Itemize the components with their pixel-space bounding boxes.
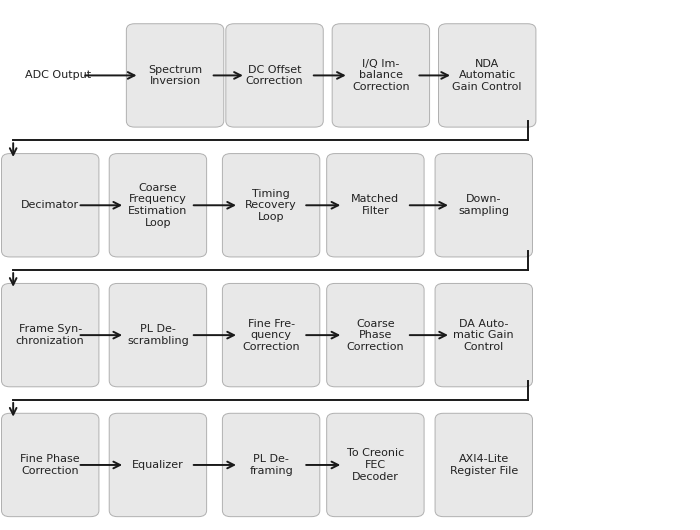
Text: Spectrum
Inversion: Spectrum Inversion bbox=[148, 65, 202, 86]
Text: Frame Syn-
chronization: Frame Syn- chronization bbox=[16, 324, 85, 346]
FancyBboxPatch shape bbox=[1, 154, 99, 257]
Text: Fine Fre-
quency
Correction: Fine Fre- quency Correction bbox=[242, 319, 300, 352]
Text: ADC Output: ADC Output bbox=[25, 70, 92, 81]
Text: Coarse
Frequency
Estimation
Loop: Coarse Frequency Estimation Loop bbox=[128, 183, 188, 228]
FancyBboxPatch shape bbox=[109, 284, 206, 387]
FancyBboxPatch shape bbox=[223, 413, 320, 517]
FancyBboxPatch shape bbox=[223, 154, 320, 257]
FancyBboxPatch shape bbox=[327, 284, 424, 387]
FancyBboxPatch shape bbox=[435, 284, 533, 387]
FancyBboxPatch shape bbox=[1, 284, 99, 387]
FancyBboxPatch shape bbox=[109, 413, 206, 517]
FancyBboxPatch shape bbox=[435, 154, 533, 257]
Text: To Creonic
FEC
Decoder: To Creonic FEC Decoder bbox=[346, 448, 404, 482]
Text: Equalizer: Equalizer bbox=[132, 460, 184, 470]
FancyBboxPatch shape bbox=[332, 24, 430, 127]
Text: PL De-
scrambling: PL De- scrambling bbox=[127, 324, 189, 346]
FancyBboxPatch shape bbox=[127, 24, 224, 127]
Text: Matched
Filter: Matched Filter bbox=[351, 195, 400, 216]
FancyBboxPatch shape bbox=[438, 24, 536, 127]
Text: I/Q Im-
balance
Correction: I/Q Im- balance Correction bbox=[352, 59, 410, 92]
Text: Coarse
Phase
Correction: Coarse Phase Correction bbox=[346, 319, 404, 352]
Text: AXI4-Lite
Register File: AXI4-Lite Register File bbox=[449, 454, 518, 476]
Text: Down-
sampling: Down- sampling bbox=[458, 195, 510, 216]
Text: Timing
Recovery
Loop: Timing Recovery Loop bbox=[245, 189, 297, 222]
FancyBboxPatch shape bbox=[226, 24, 323, 127]
Text: Fine Phase
Correction: Fine Phase Correction bbox=[20, 454, 80, 476]
FancyBboxPatch shape bbox=[435, 413, 533, 517]
FancyBboxPatch shape bbox=[327, 413, 424, 517]
FancyBboxPatch shape bbox=[109, 154, 206, 257]
Text: Decimator: Decimator bbox=[21, 200, 79, 210]
Text: DA Auto-
matic Gain
Control: DA Auto- matic Gain Control bbox=[454, 319, 514, 352]
FancyBboxPatch shape bbox=[1, 413, 99, 517]
FancyBboxPatch shape bbox=[223, 284, 320, 387]
Text: DC Offset
Correction: DC Offset Correction bbox=[246, 65, 303, 86]
Text: NDA
Automatic
Gain Control: NDA Automatic Gain Control bbox=[452, 59, 522, 92]
FancyBboxPatch shape bbox=[327, 154, 424, 257]
Text: PL De-
framing: PL De- framing bbox=[249, 454, 293, 476]
